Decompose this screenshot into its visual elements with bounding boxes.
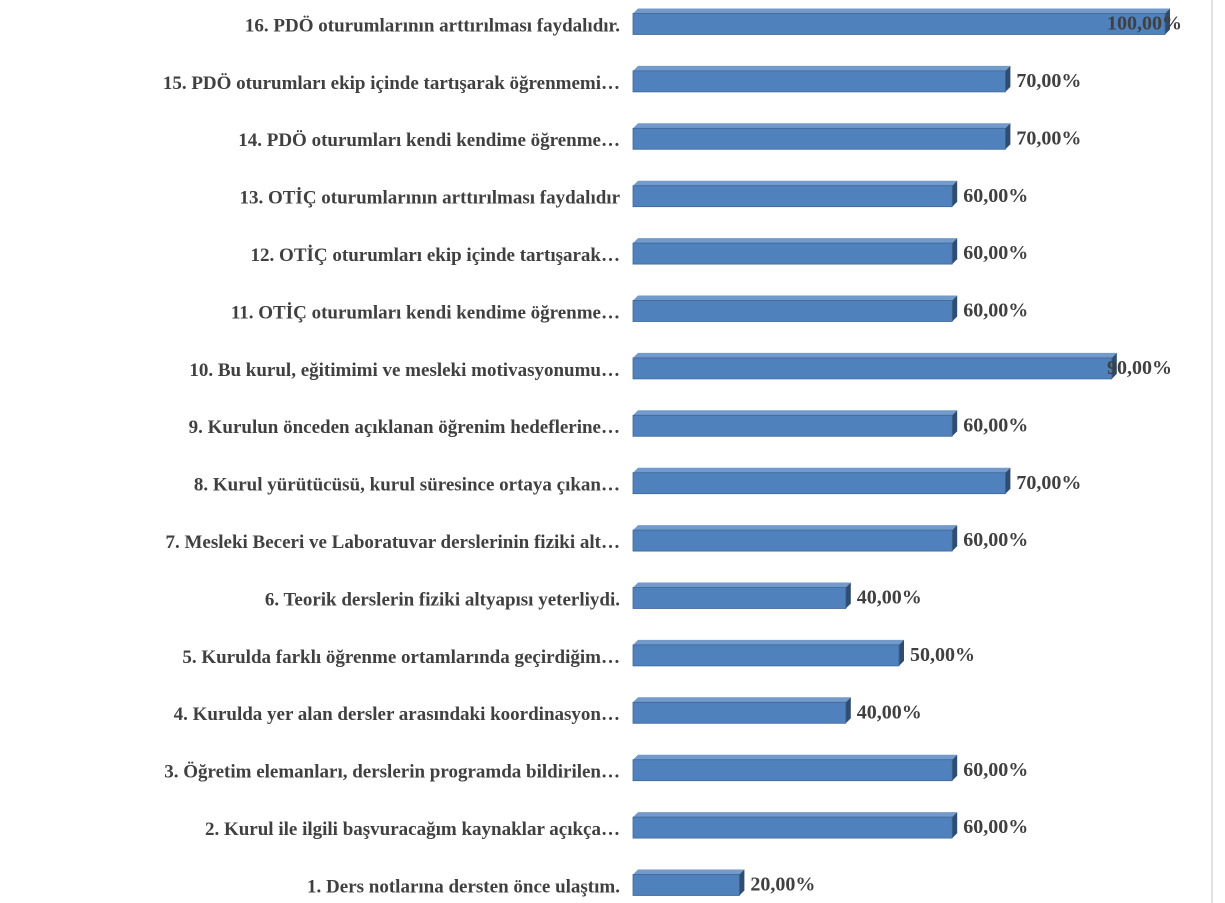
bar: [632, 874, 740, 896]
bar-top: [633, 410, 958, 416]
value-label: 40,00%: [857, 587, 922, 609]
bar: [632, 13, 1166, 35]
bar: [632, 300, 953, 322]
bar-side: [1111, 352, 1117, 379]
value-label: 60,00%: [963, 759, 1028, 781]
bar: [632, 701, 847, 724]
bar-side: [952, 410, 958, 437]
bar: [632, 759, 953, 782]
category-label: 4. Kurulda yer alan dersler arasındaki k…: [174, 704, 620, 725]
bar: [632, 127, 1006, 150]
bar-side: [845, 582, 851, 609]
category-label: 11. OTİÇ oturumları kendi kendime öğrenm…: [231, 302, 620, 323]
bar: [632, 816, 953, 839]
category-label: 10. Bu kurul, eğitimimi ve mesleki motiv…: [189, 360, 620, 381]
bar: [632, 357, 1113, 380]
value-label: 40,00%: [857, 701, 922, 723]
bar-side: [1005, 123, 1011, 150]
value-label: 60,00%: [963, 300, 1028, 322]
value-label: 60,00%: [963, 529, 1028, 551]
value-label: 60,00%: [963, 816, 1028, 838]
bar: [632, 185, 953, 208]
bar-top: [633, 180, 958, 186]
category-label: 2. Kurul ile ilgili başvuracağım kaynakl…: [205, 819, 620, 840]
bar-top: [633, 295, 958, 301]
bar: [632, 587, 847, 609]
value-label: 70,00%: [1016, 127, 1081, 149]
bar-top: [633, 8, 1170, 14]
bar: [632, 472, 1006, 495]
category-label: 1. Ders notlarına dersten önce ulaştım.: [307, 876, 620, 897]
category-label: 3. Öğretim elemanları, derslerin program…: [164, 762, 620, 783]
bar-side: [1005, 65, 1011, 92]
category-label: 14. PDÖ oturumları kendi kendime öğrenme…: [238, 130, 620, 151]
category-label: 7. Mesleki Beceri ve Laboratuvar dersler…: [165, 532, 620, 553]
bar-side: [739, 869, 745, 896]
category-label: 9. Kurulun önceden açıklanan öğrenim hed…: [189, 417, 620, 438]
bar-top: [633, 697, 851, 703]
bar-side: [1005, 467, 1011, 494]
category-label: 5. Kurulda farklı öğrenme ortamlarında g…: [182, 647, 620, 668]
category-label: 13. OTİÇ oturumlarının arttırılması fayd…: [239, 188, 620, 209]
bar-side: [845, 697, 851, 724]
bar-top: [633, 582, 851, 588]
value-label: 20,00%: [750, 874, 815, 896]
bar-side: [952, 812, 958, 839]
bar-side: [952, 238, 958, 265]
bar: [632, 242, 953, 265]
bar-top: [633, 754, 958, 760]
value-label: 90,00%: [1107, 357, 1172, 379]
value-label: 50,00%: [910, 644, 975, 666]
value-label: 70,00%: [1016, 472, 1081, 494]
bar-top: [633, 65, 1011, 71]
category-label: 15. PDÖ oturumları ekip içinde tartışara…: [163, 73, 620, 94]
category-label: 6. Teorik derslerin fiziki altyapısı yet…: [265, 589, 620, 610]
bar-top: [633, 238, 958, 244]
bar-side: [952, 295, 958, 322]
bar: [632, 70, 1006, 93]
bar-side: [1165, 8, 1170, 35]
bar-top: [633, 639, 904, 645]
bar-side: [899, 639, 904, 666]
bar-side: [952, 754, 958, 781]
bar-top: [633, 467, 1011, 473]
bar-top: [633, 525, 958, 531]
value-label: 60,00%: [963, 185, 1028, 207]
bar: [632, 644, 900, 667]
category-label: 12. OTİÇ oturumları ekip içinde tartışar…: [251, 245, 620, 266]
bar: [632, 529, 953, 552]
bar-top: [633, 352, 1117, 358]
bar: [632, 414, 953, 437]
bar-top: [633, 869, 745, 875]
category-label: 8. Kurul yürütücüsü, kurul süresince ort…: [194, 475, 620, 496]
value-label: 100,00%: [1107, 13, 1182, 35]
bar-side: [952, 180, 958, 207]
value-label: 60,00%: [963, 242, 1028, 264]
bar-side: [952, 525, 958, 552]
value-label: 60,00%: [963, 414, 1028, 436]
bar-top: [633, 812, 958, 818]
bar-top: [633, 123, 1011, 129]
value-label: 70,00%: [1016, 70, 1081, 92]
category-label: 16. PDÖ oturumlarının arttırılması fayda…: [245, 15, 620, 36]
